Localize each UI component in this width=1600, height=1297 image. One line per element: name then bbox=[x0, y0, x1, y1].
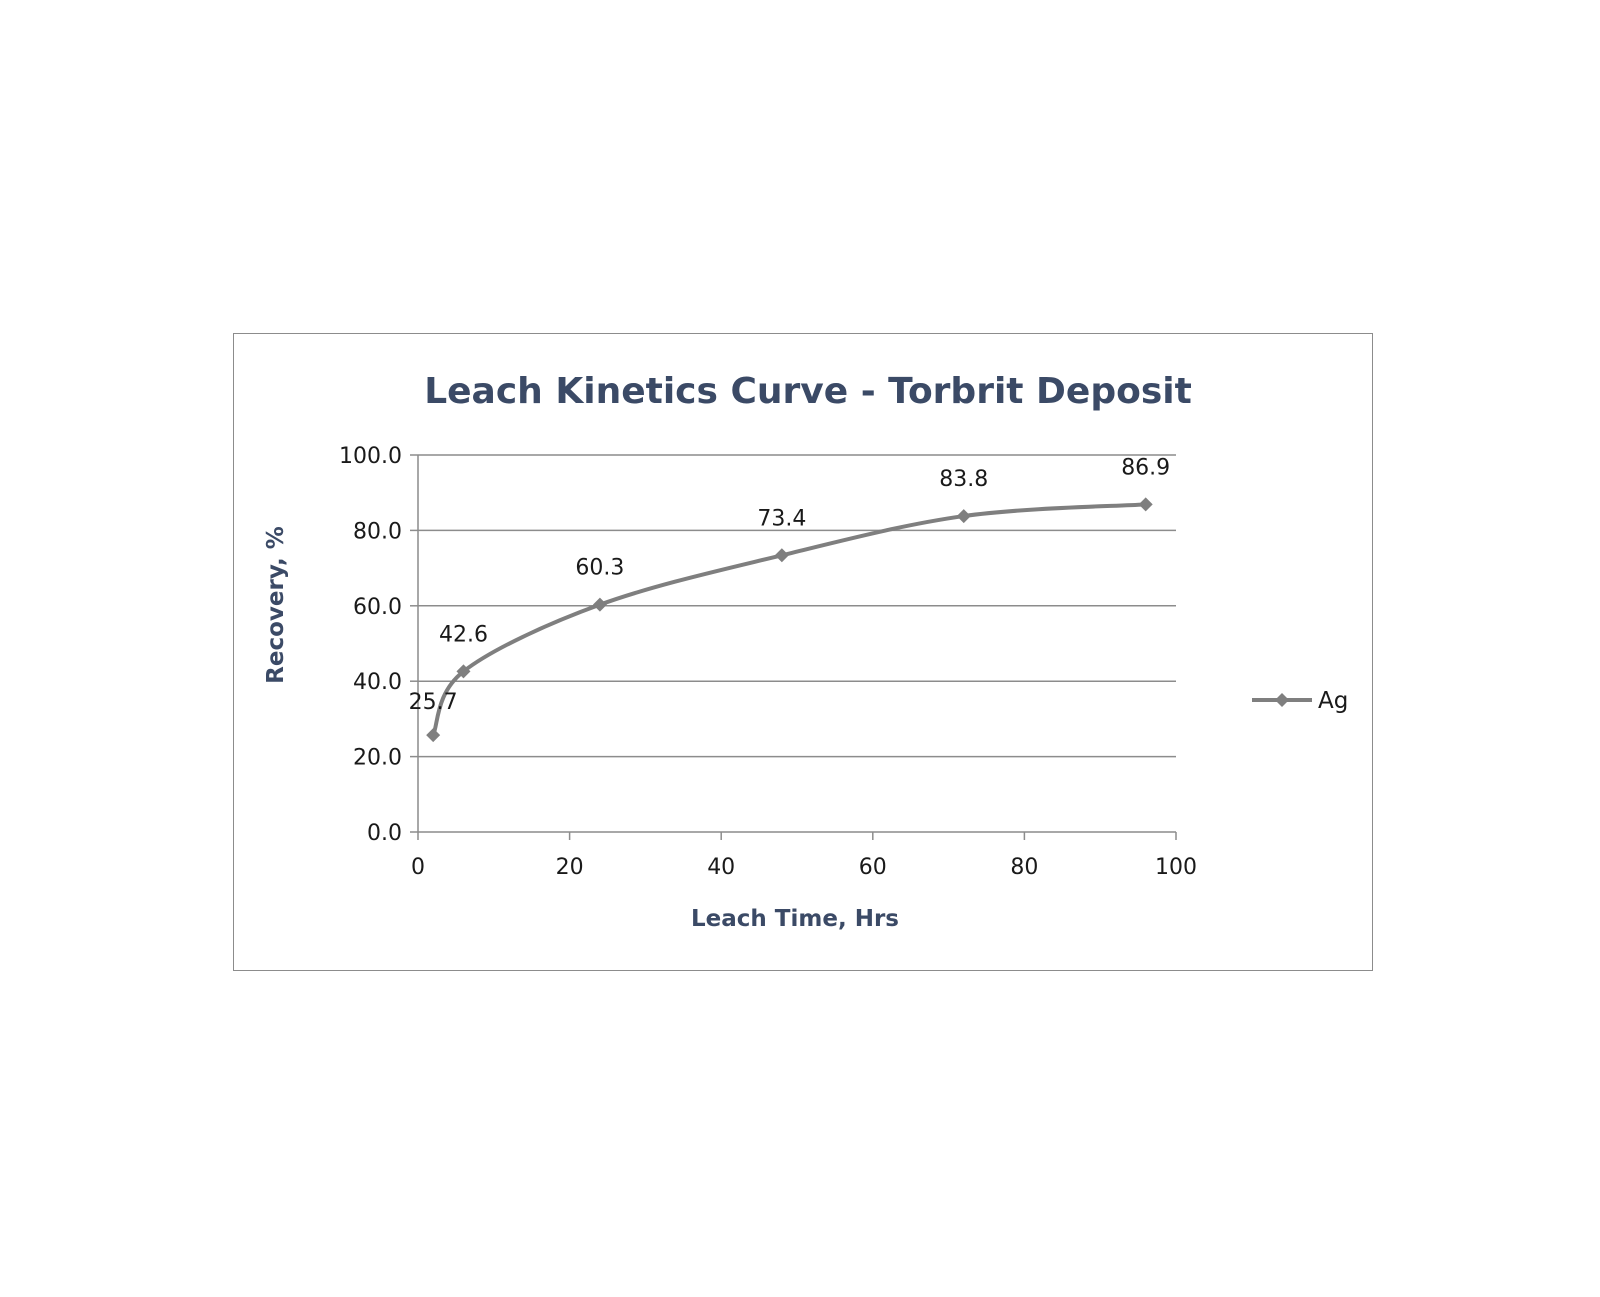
data-labels: 25.7 42.6 60.3 73.4 83.8 86.9 bbox=[409, 455, 1171, 715]
data-point-2 bbox=[592, 597, 607, 612]
y-tick-label-0: 0.0 bbox=[367, 821, 402, 846]
data-point-0 bbox=[426, 728, 441, 743]
y-axis-ticks: 0.0 20.0 40.0 60.0 80.0 100.0 bbox=[339, 444, 418, 846]
x-axis-ticks: 0 20 40 60 80 100 bbox=[411, 832, 1197, 880]
chart-title: Leach Kinetics Curve - Torbrit Deposit bbox=[424, 371, 1192, 412]
legend-marker bbox=[1275, 693, 1289, 707]
chart-frame bbox=[233, 333, 1373, 971]
x-axis-title: Leach Time, Hrs bbox=[691, 906, 899, 932]
x-tick-label-1: 20 bbox=[556, 855, 584, 880]
y-tick-label-1: 20.0 bbox=[353, 746, 402, 771]
axes bbox=[417, 455, 1176, 833]
series-line-ag bbox=[431, 502, 1148, 738]
data-label-1: 42.6 bbox=[439, 622, 488, 647]
y-tick-label-3: 60.0 bbox=[353, 595, 402, 620]
data-label-0: 25.7 bbox=[409, 690, 458, 715]
legend-label-ag: Ag bbox=[1318, 688, 1348, 714]
data-label-4: 83.8 bbox=[939, 467, 988, 492]
x-tick-label-3: 60 bbox=[859, 855, 887, 880]
series-ag bbox=[426, 497, 1153, 743]
x-tick-label-2: 40 bbox=[707, 855, 735, 880]
data-label-3: 73.4 bbox=[757, 506, 806, 531]
data-point-4 bbox=[956, 509, 971, 524]
data-point-3 bbox=[774, 548, 789, 563]
data-label-5: 86.9 bbox=[1121, 455, 1170, 480]
y-tick-label-2: 40.0 bbox=[353, 670, 402, 695]
data-point-1 bbox=[456, 664, 471, 679]
x-tick-label-4: 80 bbox=[1010, 855, 1038, 880]
data-label-2: 60.3 bbox=[575, 556, 624, 581]
y-axis-title: Recovery, % bbox=[263, 526, 289, 684]
gridlines bbox=[418, 454, 1176, 758]
y-tick-label-5: 100.0 bbox=[339, 444, 402, 469]
x-tick-label-0: 0 bbox=[411, 855, 425, 880]
y-tick-label-4: 80.0 bbox=[353, 519, 402, 544]
legend: Ag bbox=[1252, 688, 1348, 714]
x-tick-label-5: 100 bbox=[1155, 855, 1197, 880]
data-point-5 bbox=[1138, 497, 1153, 512]
